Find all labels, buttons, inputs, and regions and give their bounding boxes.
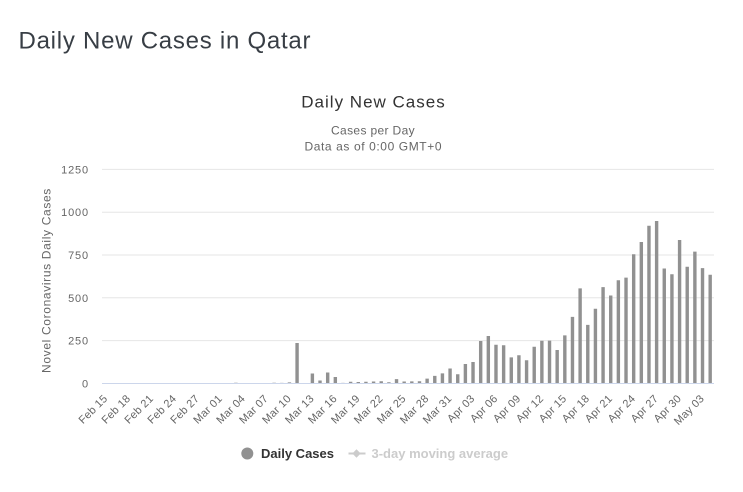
svg-text:Data as of 0:00 GMT+0: Data as of 0:00 GMT+0 (304, 140, 442, 154)
svg-text:Daily New Cases in Qatar: Daily New Cases in Qatar (19, 28, 312, 55)
svg-text:Cases per Day: Cases per Day (331, 124, 415, 138)
svg-text:500: 500 (68, 293, 89, 305)
svg-text:1000: 1000 (61, 207, 89, 219)
svg-text:3-day moving average: 3-day moving average (372, 446, 509, 461)
svg-text:Novel Coronavirus Daily Cases: Novel Coronavirus Daily Cases (39, 188, 53, 373)
svg-text:0: 0 (82, 378, 89, 390)
svg-text:750: 750 (68, 250, 89, 262)
svg-text:Daily Cases: Daily Cases (261, 446, 334, 461)
svg-text:1250: 1250 (61, 164, 89, 176)
svg-text:Daily New Cases: Daily New Cases (301, 93, 445, 112)
svg-text:250: 250 (68, 336, 89, 348)
